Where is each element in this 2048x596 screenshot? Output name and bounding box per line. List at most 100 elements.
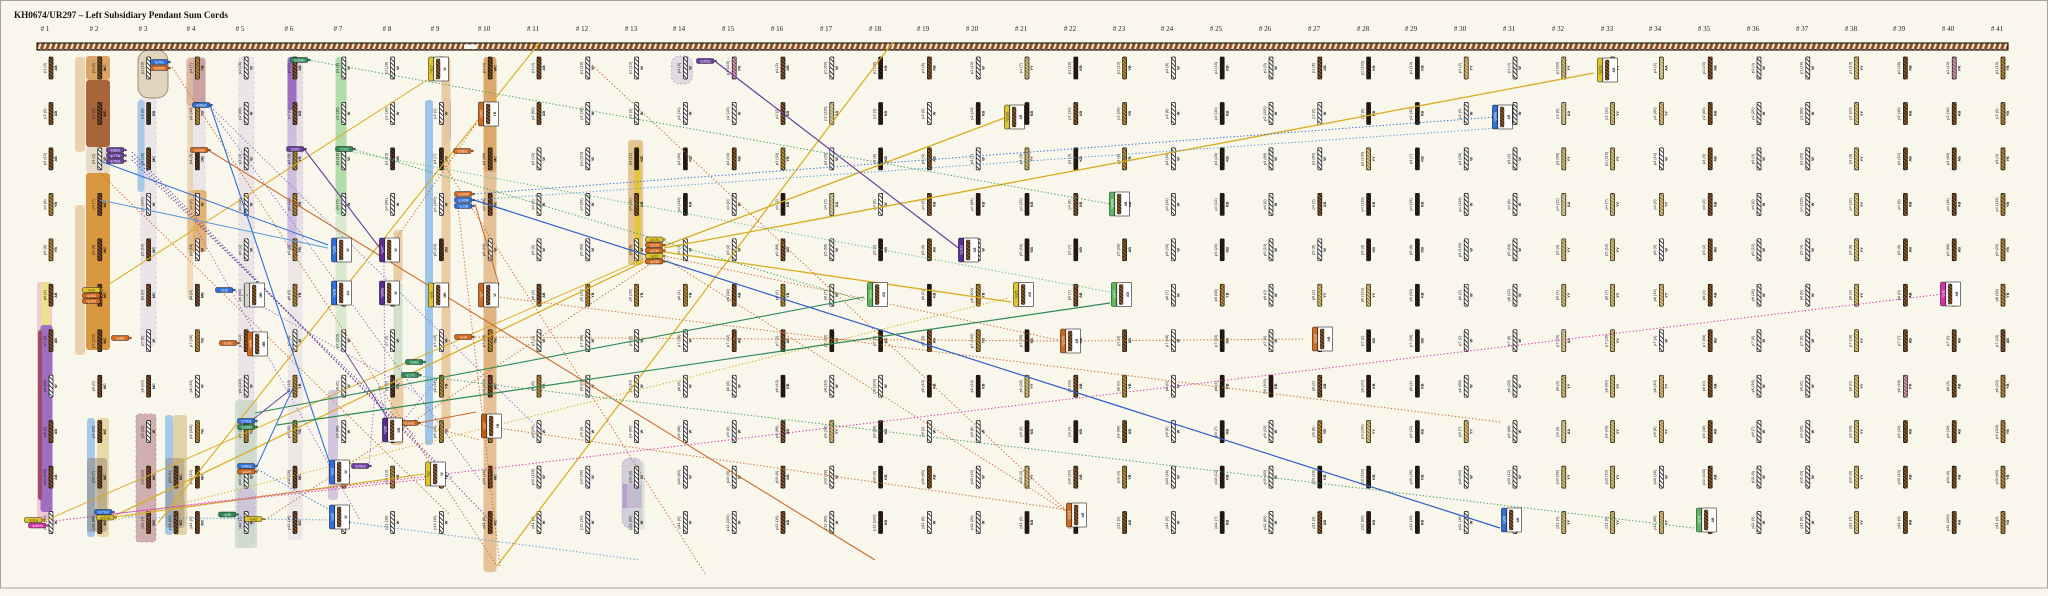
svg-text:p10 (8): p10 (8)	[1750, 470, 1755, 483]
svg-text:p6 (3): p6 (3)	[530, 289, 535, 300]
svg-text:AB: AB	[1909, 474, 1913, 480]
svg-text:W: W	[1323, 248, 1327, 252]
svg-text:AB: AB	[54, 474, 58, 480]
svg-text:# 11: # 11	[527, 25, 539, 33]
svg-text:YB: YB	[2006, 247, 2010, 253]
svg-text:W: W	[249, 248, 253, 252]
svg-text:W: W	[344, 470, 348, 474]
svg-text:p11 (0): p11 (0)	[188, 516, 193, 529]
svg-text:W: W	[1274, 520, 1278, 524]
svg-text:YY: YY	[1616, 247, 1620, 253]
svg-text:p5 (6): p5 (6)	[1847, 244, 1852, 255]
svg-text:W: W	[396, 66, 400, 70]
svg-text:p8 (18): p8 (18)	[823, 379, 828, 392]
svg-text:p5 (7): p5 (7)	[1067, 244, 1072, 255]
svg-text:p11 (2): p11 (2)	[530, 516, 535, 529]
svg-text:YB: YB	[2006, 383, 2010, 389]
svg-text:AB: AB	[1957, 111, 1961, 117]
svg-text:YB: YB	[249, 429, 253, 435]
svg-text:p8 (100): p8 (100)	[1262, 378, 1267, 393]
svg-text:AB: AB	[1323, 201, 1327, 207]
svg-text:# 23: # 23	[1113, 25, 1126, 33]
svg-text:YB: YB	[2006, 292, 2010, 298]
svg-text:YB: YB	[981, 292, 985, 298]
svg-text:YY: YY	[1616, 520, 1620, 526]
svg-text:KB: KB	[1421, 520, 1425, 526]
svg-text:p10 (0): p10 (0)	[1799, 470, 1804, 483]
svg-text:p7 (6): p7 (6)	[1799, 335, 1804, 346]
svg-text:# 1: # 1	[41, 25, 50, 33]
svg-text:p4 (8): p4 (8)	[1896, 199, 1901, 210]
svg-text:KB: KB	[689, 201, 693, 207]
svg-text:W: W	[201, 248, 205, 252]
svg-text:p8 (60): p8 (60)	[1603, 379, 1608, 392]
svg-text:p5 (8): p5 (8)	[920, 244, 925, 255]
svg-text:AB: AB	[1909, 338, 1913, 344]
svg-text:W: W	[1177, 293, 1181, 297]
svg-text:YB: YB	[298, 383, 302, 389]
svg-text:W: W	[1665, 338, 1669, 342]
svg-text:p2 (43): p2 (43)	[969, 107, 974, 120]
svg-text:=p2b1: =p2b1	[290, 147, 300, 151]
svg-text:=p17s1: =p17s1	[100, 516, 111, 520]
svg-text:W: W	[689, 429, 693, 433]
svg-text:AB: AB	[1909, 65, 1913, 71]
svg-text:p2 (0): p2 (0)	[920, 108, 925, 119]
svg-text:p9 (68): p9 (68)	[335, 425, 340, 438]
svg-text:W: W	[1177, 384, 1181, 388]
svg-text:W: W	[1469, 111, 1473, 115]
svg-text:W: W	[249, 384, 253, 388]
svg-text:p11 (13): p11 (13)	[1408, 515, 1413, 530]
svg-text:AB: AB	[298, 111, 302, 117]
svg-text:AB: AB	[882, 292, 886, 297]
svg-text:AB: AB	[1957, 338, 1961, 344]
svg-text:p4 (18): p4 (18)	[237, 198, 242, 211]
svg-text:W: W	[394, 291, 398, 295]
svg-text:p10 (60): p10 (60)	[920, 469, 925, 484]
svg-text:p3 (119): p3 (119)	[579, 151, 584, 166]
svg-text:p6 (4): p6 (4)	[774, 289, 779, 300]
svg-text:W: W	[1811, 157, 1815, 161]
svg-text:=p100s: =p100s	[154, 66, 166, 70]
svg-text:=p25: =p25	[1014, 290, 1018, 298]
svg-text:=p71s2: =p71s2	[98, 510, 109, 514]
svg-text:p11 (0): p11 (0)	[1603, 516, 1608, 529]
svg-text:p4 (7): p4 (7)	[91, 199, 96, 210]
svg-text:W: W	[1469, 520, 1473, 524]
svg-text:W: W	[347, 429, 351, 433]
svg-text:YY: YY	[1616, 292, 1620, 298]
svg-text:p3 (20): p3 (20)	[1799, 152, 1804, 165]
svg-text:W: W	[1323, 111, 1327, 115]
svg-text:p11 (68): p11 (68)	[1652, 515, 1657, 530]
svg-text:W: W	[933, 111, 937, 115]
svg-text:W: W	[1274, 66, 1278, 70]
svg-text:p1 (10): p1 (10)	[1115, 61, 1120, 74]
svg-text:p2 (68): p2 (68)	[1701, 107, 1706, 120]
svg-text:p3 (43): p3 (43)	[774, 152, 779, 165]
svg-text:p8 (16): p8 (16)	[188, 379, 193, 392]
svg-text:p5 (12): p5 (12)	[1750, 243, 1755, 256]
svg-text:p1 (6): p1 (6)	[335, 62, 340, 73]
svg-text:AB: AB	[1713, 292, 1717, 298]
svg-text:W: W	[493, 248, 497, 252]
svg-text:W: W	[1177, 429, 1181, 433]
svg-text:p4 (7): p4 (7)	[335, 199, 340, 210]
svg-text:KB: KB	[884, 474, 888, 480]
svg-text:p3 (60): p3 (60)	[676, 152, 681, 165]
svg-text:p6 (68): p6 (68)	[1213, 288, 1218, 301]
svg-text:p11 (3): p11 (3)	[1750, 516, 1755, 529]
svg-text:p4 (8): p4 (8)	[42, 199, 47, 210]
svg-text:AB: AB	[542, 65, 546, 71]
svg-text:YY: YY	[1616, 429, 1620, 435]
svg-text:p4 (68): p4 (68)	[481, 198, 486, 211]
svg-text:p4 (10): p4 (10)	[1847, 198, 1852, 211]
svg-text:p2 (10): p2 (10)	[1213, 107, 1218, 120]
svg-text:p1 (6): p1 (6)	[1311, 62, 1316, 73]
svg-text:W: W	[1762, 338, 1766, 342]
svg-text:AB: AB	[54, 338, 58, 344]
svg-text:MC: MC	[152, 474, 156, 480]
svg-text:AB: AB	[1128, 520, 1132, 526]
svg-text:p2 (2): p2 (2)	[432, 108, 437, 119]
svg-text:p10 (100): p10 (100)	[42, 468, 47, 485]
svg-text:p8 (43): p8 (43)	[969, 379, 974, 392]
